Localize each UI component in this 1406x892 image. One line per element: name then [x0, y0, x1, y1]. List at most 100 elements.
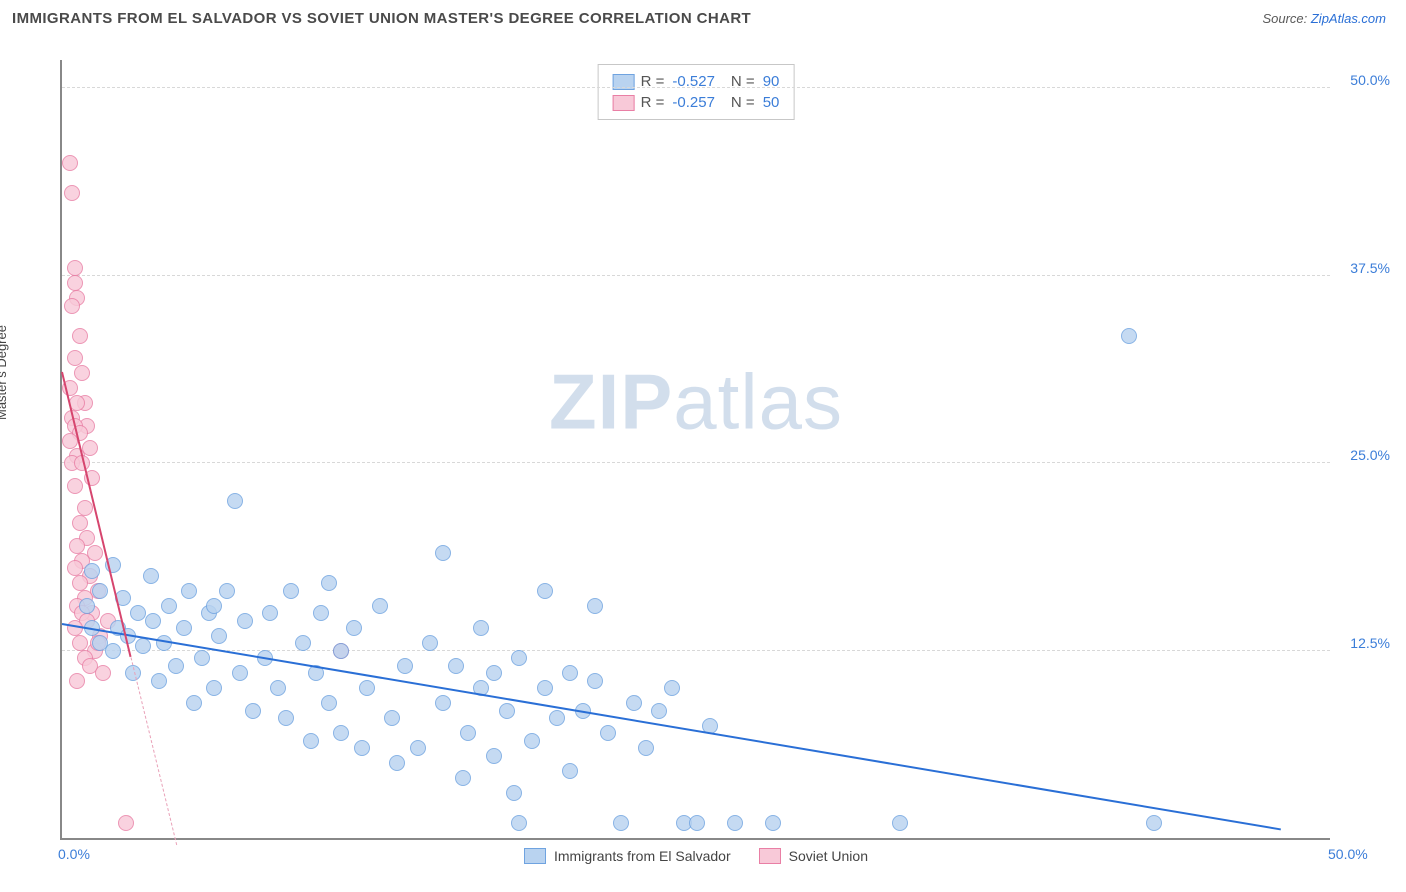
data-point: [321, 575, 337, 591]
legend-item-0: Immigrants from El Salvador: [524, 848, 731, 864]
data-point: [72, 635, 88, 651]
data-point: [143, 568, 159, 584]
data-point: [587, 673, 603, 689]
data-point: [219, 583, 235, 599]
watermark-zip: ZIP: [549, 358, 673, 446]
data-point: [206, 680, 222, 696]
data-point: [537, 680, 553, 696]
legend-label-1: Soviet Union: [789, 848, 868, 864]
y-axis-label: Master's Degree: [0, 325, 9, 420]
r-label: R =: [641, 94, 665, 111]
data-point: [176, 620, 192, 636]
data-point: [237, 613, 253, 629]
r-value-1: -0.257: [672, 94, 715, 111]
data-point: [321, 695, 337, 711]
n-value-1: 50: [763, 94, 780, 111]
gridline: [62, 650, 1330, 651]
data-point: [64, 185, 80, 201]
data-point: [511, 815, 527, 831]
data-point: [295, 635, 311, 651]
data-point: [354, 740, 370, 756]
source-credit: Source: ZipAtlas.com: [1262, 11, 1386, 26]
data-point: [72, 515, 88, 531]
data-point: [67, 260, 83, 276]
data-point: [511, 650, 527, 666]
data-point: [389, 755, 405, 771]
data-point: [135, 638, 151, 654]
ytick-label: 50.0%: [1335, 72, 1390, 88]
data-point: [562, 665, 578, 681]
xtick-label: 50.0%: [1328, 846, 1368, 862]
ytick-label: 37.5%: [1335, 260, 1390, 276]
data-point: [84, 563, 100, 579]
data-point: [278, 710, 294, 726]
data-point: [194, 650, 210, 666]
data-point: [410, 740, 426, 756]
data-point: [262, 605, 278, 621]
data-point: [313, 605, 329, 621]
data-point: [186, 695, 202, 711]
data-point: [486, 665, 502, 681]
trend-line: [62, 623, 1282, 830]
series-legend: Immigrants from El Salvador Soviet Union: [524, 848, 868, 864]
data-point: [346, 620, 362, 636]
data-point: [69, 538, 85, 554]
chart-title: IMMIGRANTS FROM EL SALVADOR VS SOVIET UN…: [12, 10, 751, 27]
data-point: [359, 680, 375, 696]
data-point: [64, 298, 80, 314]
data-point: [77, 500, 93, 516]
data-point: [151, 673, 167, 689]
data-point: [92, 583, 108, 599]
legend-swatch-icon: [759, 848, 781, 864]
data-point: [473, 620, 489, 636]
data-point: [587, 598, 603, 614]
legend-swatch-icon: [524, 848, 546, 864]
legend-swatch-1: [613, 95, 635, 111]
data-point: [455, 770, 471, 786]
data-point: [600, 725, 616, 741]
data-point: [689, 815, 705, 831]
data-point: [303, 733, 319, 749]
legend-row-0: R = -0.527 N = 90: [613, 71, 780, 92]
data-point: [638, 740, 654, 756]
data-point: [181, 583, 197, 599]
data-point: [211, 628, 227, 644]
data-point: [664, 680, 680, 696]
data-point: [72, 328, 88, 344]
legend-row-1: R = -0.257 N = 50: [613, 92, 780, 113]
legend-label-0: Immigrants from El Salvador: [554, 848, 731, 864]
data-point: [283, 583, 299, 599]
watermark-atlas: atlas: [673, 358, 843, 446]
data-point: [1146, 815, 1162, 831]
data-point: [613, 815, 629, 831]
source-link[interactable]: ZipAtlas.com: [1311, 11, 1386, 26]
data-point: [245, 703, 261, 719]
data-point: [130, 605, 146, 621]
plot-region: ZIPatlas R = -0.527 N = 90 R = -0.257 N …: [60, 60, 1330, 840]
ytick-label: 25.0%: [1335, 447, 1390, 463]
data-point: [562, 763, 578, 779]
data-point: [74, 365, 90, 381]
ytick-label: 12.5%: [1335, 635, 1390, 651]
data-point: [448, 658, 464, 674]
data-point: [506, 785, 522, 801]
gridline: [62, 87, 1330, 88]
data-point: [232, 665, 248, 681]
gridline: [62, 462, 1330, 463]
data-point: [270, 680, 286, 696]
data-point: [524, 733, 540, 749]
data-point: [145, 613, 161, 629]
data-point: [168, 658, 184, 674]
data-point: [333, 725, 349, 741]
data-point: [105, 643, 121, 659]
data-point: [460, 725, 476, 741]
data-point: [333, 643, 349, 659]
data-point: [549, 710, 565, 726]
data-point: [435, 545, 451, 561]
data-point: [537, 583, 553, 599]
data-point: [372, 598, 388, 614]
data-point: [651, 703, 667, 719]
data-point: [227, 493, 243, 509]
data-point: [727, 815, 743, 831]
data-point: [206, 598, 222, 614]
